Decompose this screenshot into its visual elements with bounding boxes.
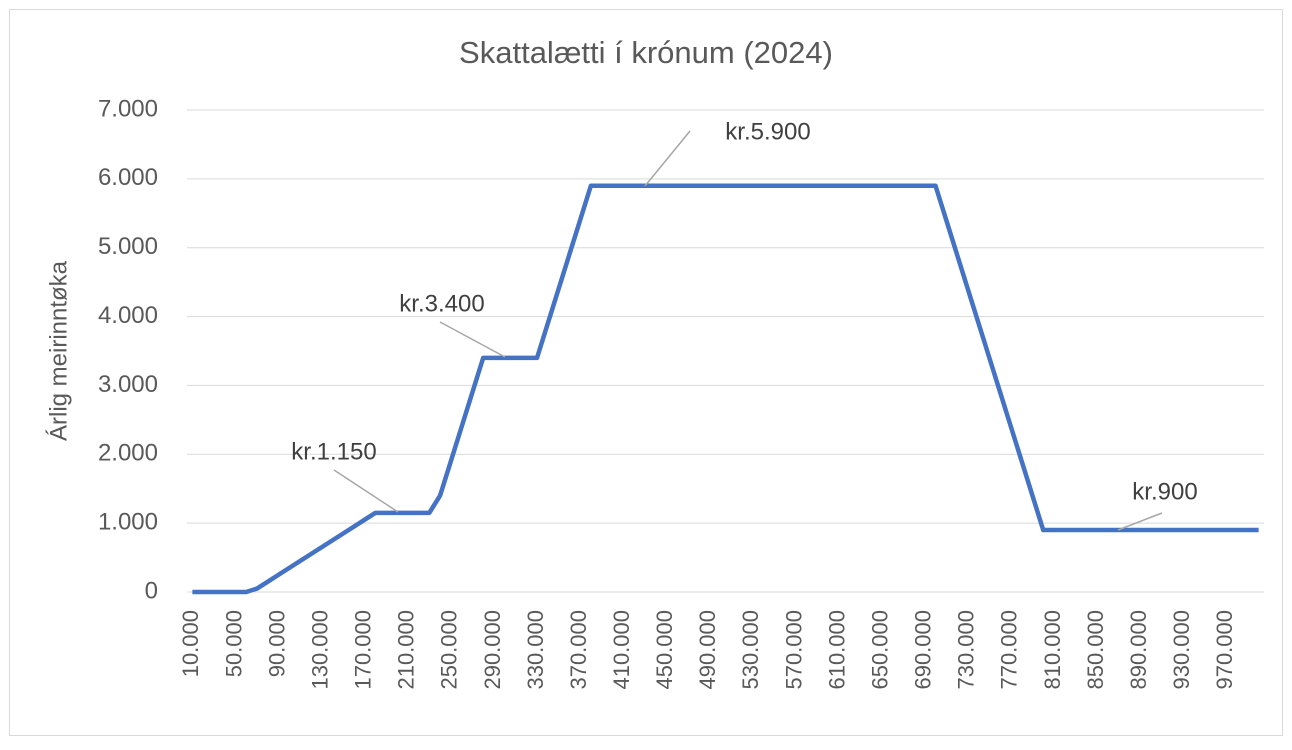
y-tick-label: 2.000 [98, 440, 158, 467]
x-tick-label: 10.000 [178, 610, 203, 677]
y-tick-label: 3.000 [98, 371, 158, 398]
x-tick-label: 810.000 [1040, 610, 1065, 690]
x-tick-label: 490.000 [695, 610, 720, 690]
x-tick-label: 330.000 [523, 610, 548, 690]
y-tick-label: 7.000 [98, 95, 158, 122]
y-tick-label: 5.000 [98, 233, 158, 260]
x-tick-label: 50.000 [221, 610, 246, 677]
annotation-leader [1117, 512, 1163, 531]
x-tick-label: 610.000 [824, 610, 849, 690]
x-tick-label: 250.000 [437, 610, 462, 690]
x-tick-label: 370.000 [566, 610, 591, 690]
annotation: kr.1.150 [291, 438, 376, 465]
y-tick-label: 4.000 [98, 302, 158, 329]
annotation: kr.3.400 [399, 290, 484, 317]
x-tick-label: 450.000 [652, 610, 677, 690]
annotation: kr.5.900 [725, 118, 810, 145]
x-tick-label: 970.000 [1212, 610, 1237, 690]
x-tick-label: 570.000 [781, 610, 806, 690]
x-tick-label: 210.000 [394, 610, 419, 690]
x-tick-label: 530.000 [738, 610, 763, 690]
x-tick-label: 130.000 [307, 610, 332, 690]
chart-title: Skattalætti í krónum (2024) [459, 35, 833, 70]
annotation-leader [333, 469, 399, 513]
y-tick-label: 1.000 [98, 508, 158, 535]
y-tick-label: 6.000 [98, 164, 158, 191]
x-tick-label: 90.000 [264, 610, 289, 677]
x-tick-label: 850.000 [1083, 610, 1108, 690]
x-tick-label: 410.000 [609, 610, 634, 690]
annotation-leader [644, 130, 691, 187]
x-tick-label: 930.000 [1169, 610, 1194, 690]
x-tick-label: 290.000 [480, 610, 505, 690]
x-tick-label: 170.000 [351, 610, 376, 690]
chart-border [9, 9, 1283, 736]
y-tick-label: 0 [145, 577, 158, 604]
data-line [192, 183, 1259, 595]
annotation-leader [439, 321, 506, 358]
annotation: kr.900 [1132, 478, 1197, 505]
x-tick-label: 690.000 [911, 610, 936, 690]
x-tick-label: 770.000 [997, 610, 1022, 690]
x-tick-label: 650.000 [867, 610, 892, 690]
x-tick-label: 890.000 [1126, 610, 1151, 690]
x-tick-label: 730.000 [954, 610, 979, 690]
y-axis-label: Árlig meirinntøka [45, 260, 72, 441]
